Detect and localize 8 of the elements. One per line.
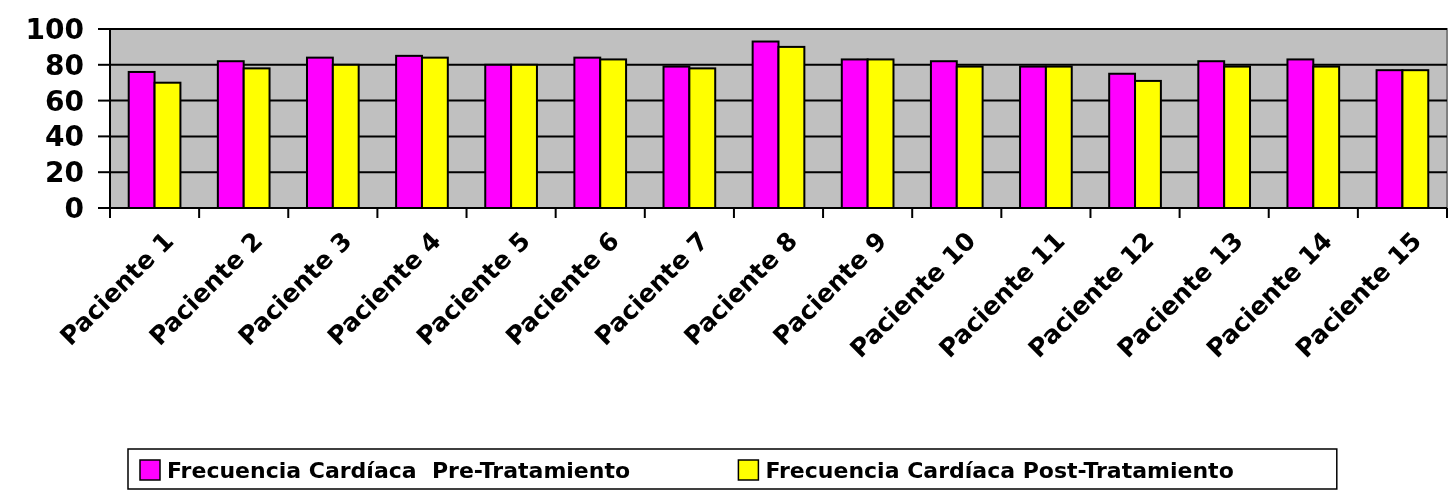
y-tick-label: 40 xyxy=(45,120,84,154)
y-tick-label: 0 xyxy=(64,192,84,226)
legend-label: Frecuencia Cardíaca Post-Tratamiento xyxy=(765,458,1234,483)
y-tick-label: 60 xyxy=(45,84,84,118)
y-tick-label: 20 xyxy=(45,156,84,190)
y-tick-label: 80 xyxy=(45,48,84,82)
y-tick-label: 100 xyxy=(25,13,84,47)
legend-label: Frecuencia Cardíaca Pre-Tratamiento xyxy=(167,458,631,483)
